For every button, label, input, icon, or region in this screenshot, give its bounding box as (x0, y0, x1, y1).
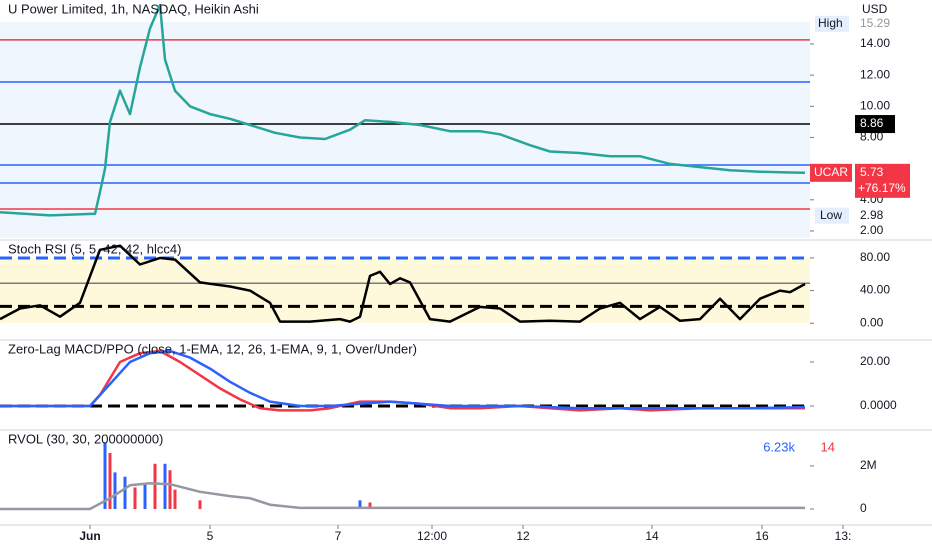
legend-value: 14 (821, 439, 835, 454)
y-tick-label: 40.00 (860, 283, 890, 297)
high-label: High (818, 16, 843, 30)
y-tick-label: 0 (860, 501, 867, 515)
bar (103, 442, 107, 509)
x-tick-label: 7 (335, 529, 342, 543)
bar (133, 487, 137, 509)
x-tick-label: 12:00 (417, 529, 447, 543)
series-line (0, 244, 806, 323)
y-tick-label: 20.00 (860, 354, 890, 368)
bar (163, 463, 167, 509)
series-line (0, 481, 805, 511)
bar (368, 502, 372, 509)
high-value: 15.29 (860, 16, 890, 30)
series-line (0, 3, 806, 217)
x-tick-label: 14 (645, 529, 659, 543)
bar (153, 463, 157, 509)
y-tick-label: 2.00 (860, 223, 884, 237)
y-tick-label: 0.0000 (860, 398, 897, 412)
bar (113, 472, 117, 509)
y-tick-label: 14.00 (860, 36, 890, 50)
bar (173, 489, 177, 509)
panel-title: Zero-Lag MACD/PPO (close, 1-EMA, 12, 26,… (8, 341, 417, 356)
bar (108, 453, 112, 509)
panel-title: U Power Limited, 1h, NASDAQ, Heikin Ashi (8, 1, 259, 16)
low-badge (815, 207, 849, 224)
y-tick-label: 12.00 (860, 67, 890, 81)
band (0, 257, 810, 324)
level-badge (855, 115, 895, 134)
low-label: Low (820, 208, 842, 222)
y-tick-label: 8.00 (860, 130, 884, 144)
x-tick-label: 5 (207, 529, 214, 543)
price-change: +76.17% (858, 181, 906, 195)
bar (358, 500, 362, 509)
x-tick-label: 12 (516, 529, 530, 543)
x-tick-label: 13: (835, 529, 852, 543)
bar (198, 500, 202, 509)
unit-label: USD (862, 2, 888, 16)
bar (123, 476, 127, 509)
panel-title: RVOL (30, 30, 200000000) (8, 431, 163, 446)
y-tick-label: 80.00 (860, 250, 890, 264)
low-value: 2.98 (860, 208, 884, 222)
plot-shade (0, 22, 810, 238)
y-tick-label: 10.00 (860, 98, 890, 112)
symbol-label: UCAR (814, 165, 848, 179)
level-value: 8.86 (860, 116, 884, 130)
price-badge (855, 163, 910, 198)
x-tick-label: 16 (755, 529, 769, 543)
legend-value: 6.23k (763, 439, 795, 454)
x-tick-label: Jun (79, 529, 100, 543)
symbol-badge (810, 163, 852, 182)
price-value: 5.73 (860, 165, 884, 179)
series-line (0, 349, 806, 410)
panel-title: Stoch RSI (5, 5, 42, 42, hlcc4) (8, 241, 181, 256)
bar (168, 470, 172, 509)
y-tick-label: 0.00 (860, 315, 884, 329)
high-badge (815, 15, 849, 32)
y-tick-label: 2M (860, 458, 877, 472)
bar (143, 483, 147, 509)
